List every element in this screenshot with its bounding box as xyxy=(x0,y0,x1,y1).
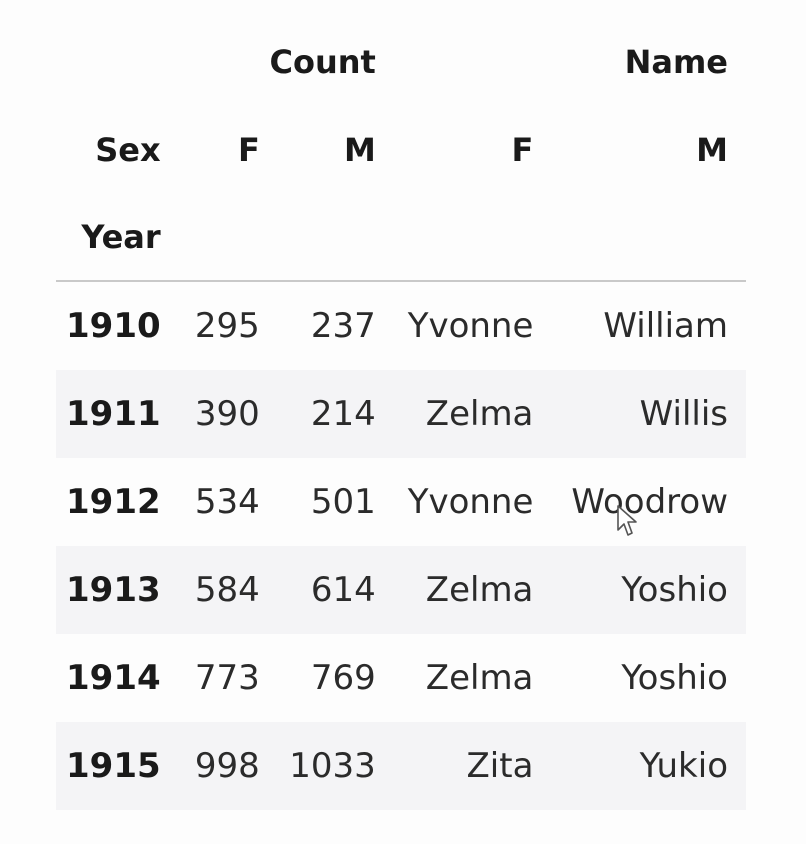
header-blank xyxy=(394,194,552,281)
dataframe-table: Count Name Sex F M F M Year 1910 295 xyxy=(56,18,746,810)
table-row: 1915 998 1033 Zita Yukio xyxy=(56,722,746,810)
row-year: 1915 xyxy=(66,746,161,786)
cell-count-f: 534 xyxy=(194,482,260,522)
header-blank xyxy=(56,18,179,106)
cell-name-f: Zelma xyxy=(425,394,534,434)
mouse-pointer-icon xyxy=(617,505,637,536)
header-count-m: M xyxy=(343,131,376,169)
cell-count-f: 584 xyxy=(194,570,260,610)
cell-name-m: Yoshio xyxy=(621,658,728,698)
table-body: 1910 295 237 Yvonne William 1911 390 214… xyxy=(56,281,746,810)
row-year: 1912 xyxy=(66,482,161,522)
header-blank xyxy=(551,194,746,281)
cell-name-f: Yvonne xyxy=(407,482,534,522)
row-year: 1914 xyxy=(66,658,161,698)
cell-count-f: 998 xyxy=(194,746,260,786)
cell-name-f: Zelma xyxy=(425,570,534,610)
header-count: Count xyxy=(269,43,376,81)
cell-count-f: 295 xyxy=(194,306,260,346)
header-blank xyxy=(179,194,278,281)
cell-name-f: Zita xyxy=(466,746,534,786)
header-index-sex: Sex xyxy=(95,131,161,169)
header-name-f: F xyxy=(511,131,534,169)
row-year: 1911 xyxy=(66,394,161,434)
cell-name-m: William xyxy=(603,306,728,346)
cell-count-f: 390 xyxy=(194,394,260,434)
table-row: 1911 390 214 Zelma Willis xyxy=(56,370,746,458)
header-name: Name xyxy=(624,43,728,81)
cell-count-m: 501 xyxy=(310,482,376,522)
header-name-m: M xyxy=(696,131,728,169)
row-year: 1910 xyxy=(66,306,161,346)
cell-name-m: Woodrow xyxy=(571,482,728,522)
header-row-level2: Year xyxy=(56,194,746,281)
cell-name-f: Yvonne xyxy=(407,306,534,346)
cell-name-f: Zelma xyxy=(425,658,534,698)
cell-name-m: Yoshio xyxy=(621,570,728,610)
table-row: 1910 295 237 Yvonne William xyxy=(56,281,746,370)
header-blank xyxy=(278,194,394,281)
table-header: Count Name Sex F M F M Year xyxy=(56,18,746,281)
header-count-f: F xyxy=(237,131,260,169)
cell-count-m: 769 xyxy=(310,658,376,698)
row-year: 1913 xyxy=(66,570,161,610)
cell-name-m: Willis xyxy=(639,394,728,434)
header-row-level0: Count Name xyxy=(56,18,746,106)
cell-count-m: 237 xyxy=(310,306,376,346)
table-row: 1912 534 501 Yvonne Woodrow xyxy=(56,458,746,546)
cell-count-m: 1033 xyxy=(289,746,376,786)
table-row: 1913 584 614 Zelma Yoshio xyxy=(56,546,746,634)
cell-name-m: Yukio xyxy=(639,746,728,786)
header-row-level1: Sex F M F M xyxy=(56,106,746,194)
table-row: 1914 773 769 Zelma Yoshio xyxy=(56,634,746,722)
header-index-year: Year xyxy=(81,218,161,256)
cell-count-m: 214 xyxy=(310,394,376,434)
cell-count-f: 773 xyxy=(194,658,260,698)
cell-count-m: 614 xyxy=(310,570,376,610)
